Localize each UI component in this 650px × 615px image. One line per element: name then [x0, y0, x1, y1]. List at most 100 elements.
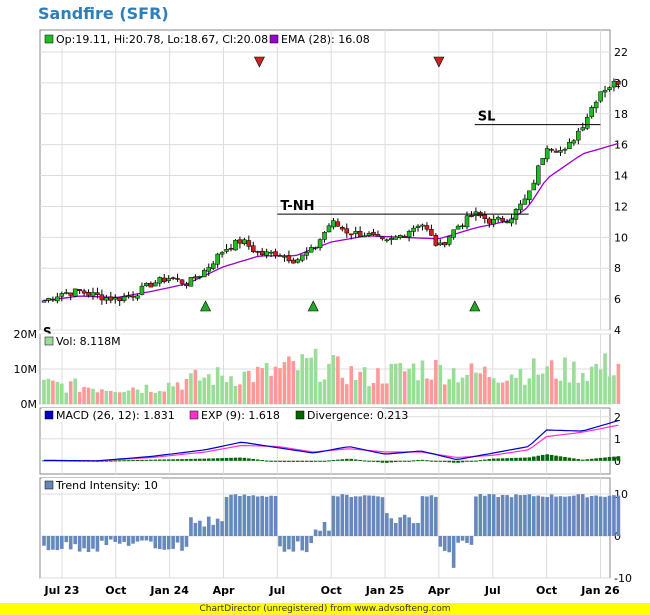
candle [482, 211, 488, 224]
volume-bar [340, 377, 345, 404]
candle-body [90, 292, 96, 297]
volume-bar [420, 360, 425, 404]
trend-bar [580, 494, 585, 536]
divergence-bar [282, 460, 287, 462]
candle-body [611, 81, 617, 88]
divergence-bar [491, 458, 496, 461]
candle [130, 291, 136, 302]
trend-bar [585, 497, 590, 536]
volume-bar [255, 366, 260, 404]
trend-bar [398, 517, 403, 536]
volume-bar [451, 368, 456, 404]
candle-body [126, 295, 131, 298]
candle [166, 275, 171, 283]
candle-body [540, 158, 545, 165]
legend-volume: Vol: 8.118M [56, 335, 121, 348]
volume-tick-label: 0M [21, 398, 38, 411]
candle [495, 215, 501, 223]
candle-body [602, 90, 608, 93]
candle-body [308, 247, 314, 253]
candle-body [295, 259, 301, 263]
candle [59, 291, 65, 302]
divergence-bar [153, 459, 158, 461]
candle [362, 232, 367, 238]
candle [135, 293, 140, 301]
candle [509, 213, 514, 227]
candle-body [411, 227, 416, 232]
volume-bar [291, 361, 296, 404]
trend-bar [554, 496, 558, 536]
divergence-bar [193, 458, 198, 461]
divergence-bar [140, 459, 144, 461]
candle-body [482, 214, 488, 219]
candle [242, 237, 247, 246]
trend-bar [215, 518, 220, 536]
candle [224, 244, 229, 254]
candle [353, 226, 358, 238]
candle [527, 190, 532, 204]
legend-div-swatch [295, 410, 305, 420]
volume-bar [175, 382, 180, 404]
candle-body [562, 148, 568, 151]
price-tick-label: 4 [614, 324, 621, 337]
volume-bar [296, 370, 300, 404]
footer-text: ChartDirector (unregistered) from www.ad… [199, 604, 451, 614]
volume-bar [122, 392, 126, 404]
candle [380, 236, 385, 241]
divergence-bar [367, 460, 371, 462]
divergence-bar [380, 460, 385, 463]
candle-body [157, 277, 163, 284]
volume-bar [113, 392, 118, 404]
divergence-bar [313, 460, 318, 462]
volume-bar [287, 356, 291, 404]
candle-body [357, 230, 363, 237]
divergence-bar [220, 458, 224, 461]
volume-bar [540, 373, 545, 404]
candle [175, 273, 180, 282]
candle-body [72, 288, 78, 297]
volume-bar [327, 363, 331, 404]
trend-bar [505, 495, 509, 536]
volume-bar [598, 369, 603, 404]
trend-bar [264, 496, 269, 536]
candle-body [255, 251, 260, 253]
divergence-bar [300, 460, 305, 462]
divergence-bar [264, 460, 269, 462]
trend-bar [344, 494, 349, 536]
candle-body [112, 297, 118, 300]
volume-bar [362, 367, 367, 404]
volume-bar [496, 382, 500, 404]
divergence-bar [149, 459, 153, 461]
candle-body [130, 295, 136, 298]
trend-bar [389, 518, 394, 536]
volume-bar [282, 362, 287, 404]
divergence-bar [411, 460, 416, 462]
volume-bar [585, 380, 590, 404]
trend-tick-label: 0 [614, 530, 621, 543]
trend-bar [491, 494, 496, 536]
candle [584, 113, 590, 130]
trend-bar [376, 496, 380, 536]
volume-bar [465, 374, 469, 404]
trend-bar [460, 536, 465, 541]
divergence-bar [447, 460, 451, 463]
volume-bar [402, 371, 407, 404]
candle-body [264, 251, 269, 256]
divergence-bar [344, 458, 349, 461]
volume-bar [82, 386, 86, 404]
trend-bar [353, 496, 358, 536]
corner-letter: S [43, 325, 52, 339]
candle [259, 247, 265, 257]
volume-bar [367, 386, 371, 404]
chart-title: Sandfire (SFR) [38, 4, 169, 23]
trend-bar [496, 496, 500, 536]
candle [255, 250, 260, 257]
divergence-bar [229, 457, 233, 461]
trend-bar [371, 495, 376, 536]
candle-body [455, 225, 461, 230]
x-tick-label: Jan 24 [149, 584, 189, 597]
trend-bar [563, 496, 567, 536]
volume-bar [73, 378, 77, 404]
candle [602, 85, 608, 98]
candle-body [326, 225, 332, 233]
